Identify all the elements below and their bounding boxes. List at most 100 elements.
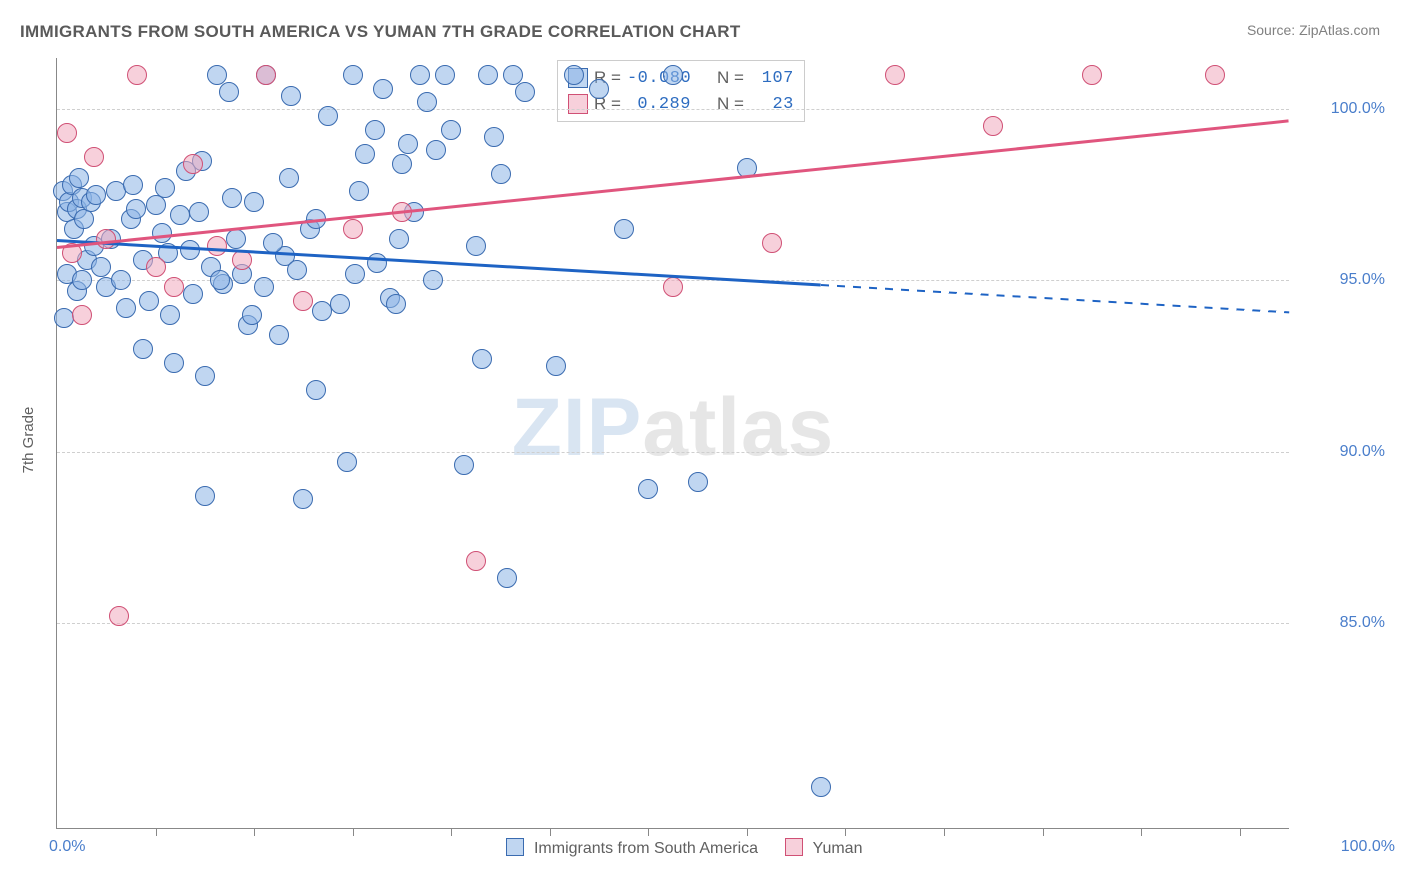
data-point	[564, 65, 584, 85]
data-point	[1082, 65, 1102, 85]
data-point	[330, 294, 350, 314]
legend-swatch-a	[506, 838, 524, 856]
data-point	[410, 65, 430, 85]
data-point	[269, 325, 289, 345]
data-point	[349, 181, 369, 201]
data-point	[183, 284, 203, 304]
data-point	[435, 65, 455, 85]
data-point	[222, 188, 242, 208]
data-point	[983, 116, 1003, 136]
data-point	[170, 205, 190, 225]
data-point	[183, 154, 203, 174]
data-point	[472, 349, 492, 369]
x-tick	[648, 828, 649, 836]
data-point	[466, 551, 486, 571]
data-point	[195, 486, 215, 506]
gridline	[57, 452, 1289, 453]
gridline	[57, 623, 1289, 624]
data-point	[423, 270, 443, 290]
data-point	[210, 270, 230, 290]
scatter-plot: ZIPatlas R =-0.080N =107R = 0.289N = 23 …	[56, 58, 1289, 829]
data-point	[86, 185, 106, 205]
data-point	[337, 452, 357, 472]
data-point	[454, 455, 474, 475]
data-point	[109, 606, 129, 626]
trend-line-b	[57, 120, 1289, 250]
data-point	[244, 192, 264, 212]
data-point	[164, 353, 184, 373]
data-point	[811, 777, 831, 797]
data-point	[355, 144, 375, 164]
x-tick	[254, 828, 255, 836]
data-point	[155, 178, 175, 198]
data-point	[219, 82, 239, 102]
x-tick	[1240, 828, 1241, 836]
data-point	[195, 366, 215, 386]
data-point	[127, 65, 147, 85]
n-label: N =	[717, 68, 744, 88]
data-point	[497, 568, 517, 588]
data-point	[126, 199, 146, 219]
data-point	[160, 305, 180, 325]
data-point	[417, 92, 437, 112]
y-tick-label: 95.0%	[1299, 271, 1385, 289]
n-value: 107	[750, 69, 794, 88]
data-point	[263, 233, 283, 253]
x-max-label: 100.0%	[1341, 838, 1395, 856]
data-point	[189, 202, 209, 222]
data-point	[116, 298, 136, 318]
data-point	[152, 223, 172, 243]
y-tick-label: 85.0%	[1299, 614, 1385, 632]
data-point	[885, 65, 905, 85]
data-point	[663, 277, 683, 297]
data-point	[515, 82, 535, 102]
y-axis-label: 7th Grade	[20, 407, 37, 474]
data-point	[389, 229, 409, 249]
data-point	[57, 123, 77, 143]
trend-line-a-extrapolated	[821, 284, 1289, 313]
data-point	[484, 127, 504, 147]
data-point	[398, 134, 418, 154]
x-tick	[550, 828, 551, 836]
data-point	[146, 195, 166, 215]
chart-title: IMMIGRANTS FROM SOUTH AMERICA VS YUMAN 7…	[20, 22, 741, 42]
data-point	[663, 65, 683, 85]
data-point	[392, 154, 412, 174]
data-point	[762, 233, 782, 253]
data-point	[279, 168, 299, 188]
data-point	[254, 277, 274, 297]
x-tick	[353, 828, 354, 836]
data-point	[466, 236, 486, 256]
data-point	[614, 219, 634, 239]
series-legend: Immigrants from South America Yuman	[57, 838, 1289, 858]
x-tick	[944, 828, 945, 836]
data-point	[441, 120, 461, 140]
data-point	[146, 257, 166, 277]
data-point	[91, 257, 111, 277]
x-tick	[747, 828, 748, 836]
data-point	[318, 106, 338, 126]
n-label: N =	[717, 94, 744, 114]
watermark: ZIPatlas	[512, 381, 834, 475]
data-point	[123, 175, 143, 195]
data-point	[207, 236, 227, 256]
data-point	[72, 270, 92, 290]
data-point	[133, 339, 153, 359]
data-point	[688, 472, 708, 492]
data-point	[139, 291, 159, 311]
data-point	[491, 164, 511, 184]
data-point	[256, 65, 276, 85]
data-point	[207, 65, 227, 85]
data-point	[365, 120, 385, 140]
data-point	[503, 65, 523, 85]
data-point	[293, 291, 313, 311]
x-tick	[845, 828, 846, 836]
data-point	[343, 219, 363, 239]
data-point	[84, 147, 104, 167]
data-point	[72, 305, 92, 325]
data-point	[111, 270, 131, 290]
x-tick	[1043, 828, 1044, 836]
data-point	[373, 79, 393, 99]
data-point	[345, 264, 365, 284]
data-point	[546, 356, 566, 376]
